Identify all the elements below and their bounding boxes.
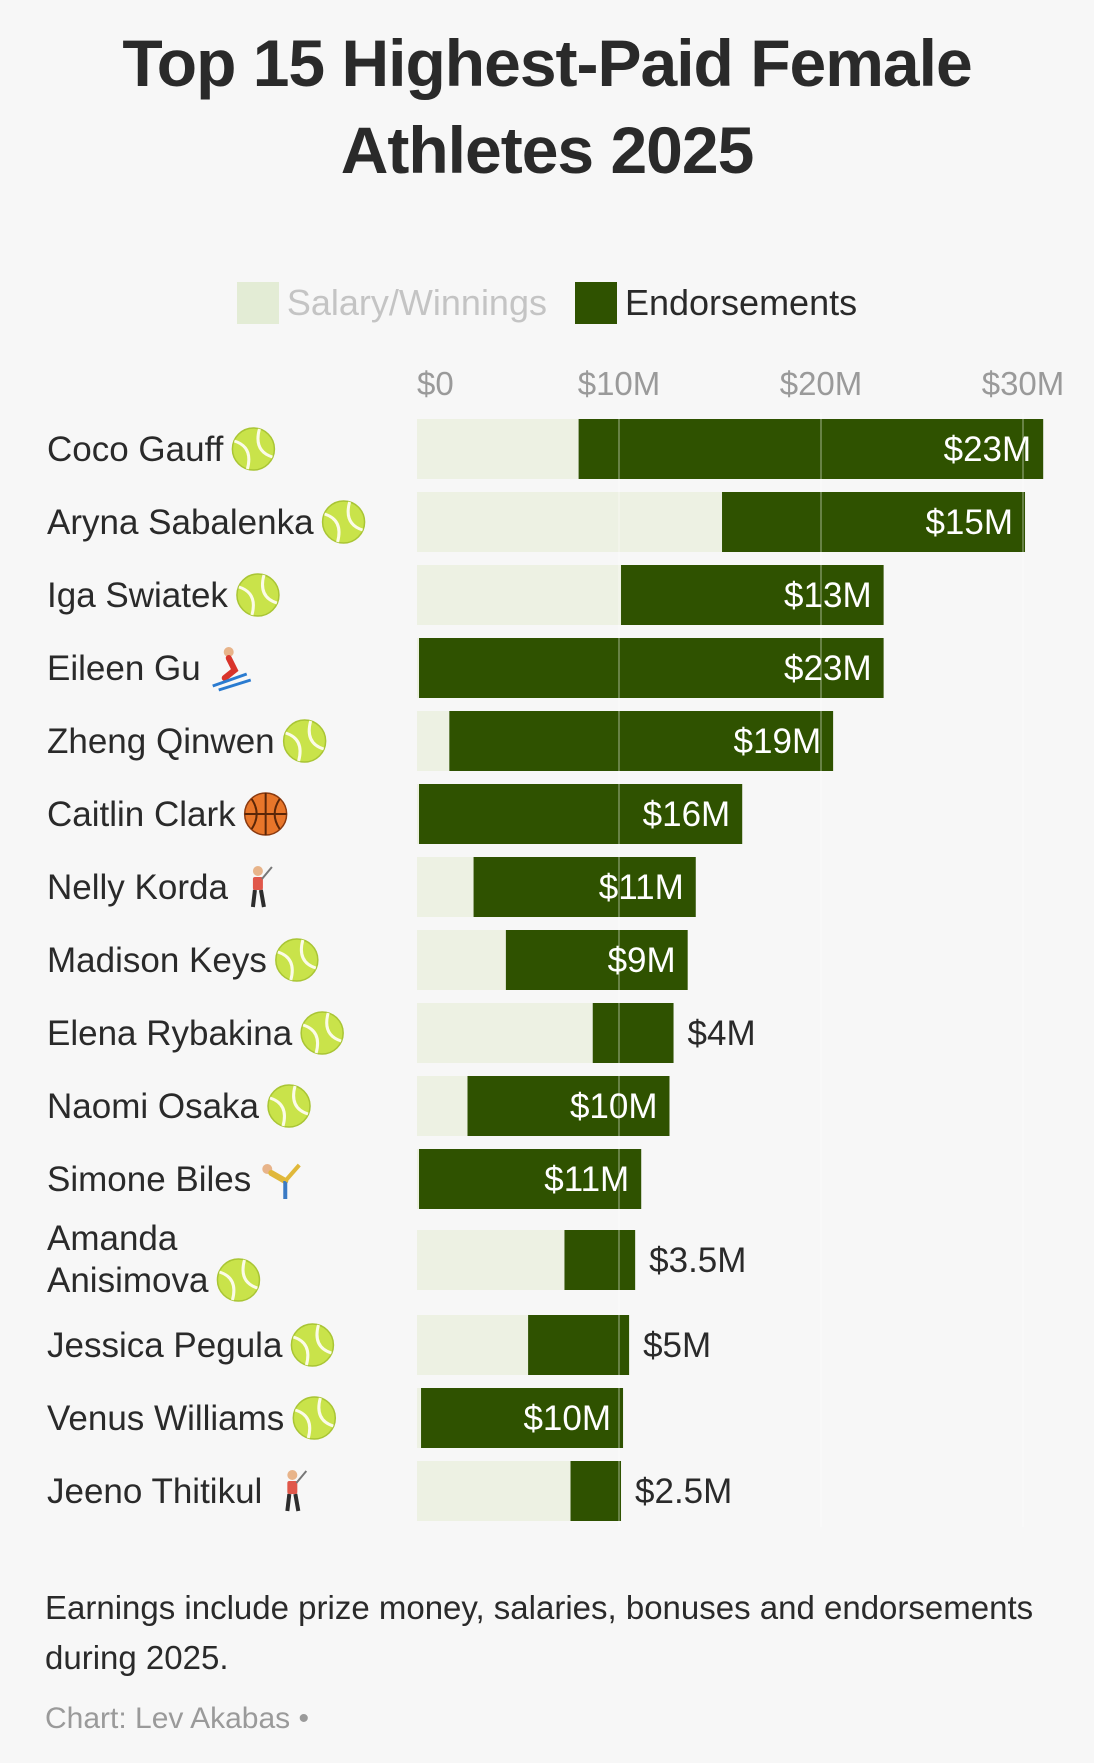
bar-chart: $0 $10M $20M $30M Coco Gauff $23M Aryna Sabale… [47,365,1065,1527]
category-label: Caitlin Clark [47,795,236,834]
data-label: $9M [608,941,676,980]
category-label: Iga Swiatek [47,576,228,615]
data-label: $3.5M [649,1241,746,1280]
data-label: $5M [643,1326,711,1365]
salary-bar [417,492,723,552]
tennis-ball-icon [236,573,280,617]
legend-swatch-endorsements [574,282,617,324]
tennis-ball-icon [275,938,319,982]
category-label: Zheng Qinwen [47,722,275,761]
data-label: $10M [523,1399,611,1438]
data-label: $11M [544,1160,629,1199]
salary-bar [417,638,420,698]
salary-bar [417,1230,565,1290]
salary-bar [417,565,622,625]
category-label: Madison Keys [47,941,267,980]
legend: Salary/Winnings Endorsements [0,278,1094,328]
endorsement-bar [592,1003,674,1063]
endorsement-bar [449,711,834,771]
category-label: Amanda [47,1219,178,1258]
category-label: Jeeno Thitikul [47,1472,262,1511]
endorsement-bar [621,565,884,625]
x-tick-label: $0 [417,365,454,402]
salary-bar [417,930,506,990]
data-label: $4M [688,1014,756,1053]
category-label: Nelly Korda [47,868,228,907]
category-label: Coco Gauff [47,430,224,469]
salary-bar [417,419,579,479]
endorsement-bar [722,492,1026,552]
data-label: $23M [784,649,872,688]
chart-title-line-2: Athletes 2025 [340,113,755,187]
skier-icon [212,647,252,692]
golfer-icon [285,1470,308,1512]
legend-swatch-salary [236,282,279,324]
tennis-ball-icon [231,427,276,471]
chart-title-line-1: Top 15 Highest-Paid Female [122,26,972,100]
endorsement-bar [564,1230,636,1290]
salary-bar [417,1388,422,1448]
category-label: Anisimova [47,1261,209,1300]
tennis-ball-icon [282,719,327,763]
legend-item-salary: Salary/Winnings [236,282,547,324]
endorsement-bar [570,1461,622,1521]
credit: Chart: Lev Akabas • [45,1702,309,1735]
x-tick-label: $20M [780,365,863,402]
tennis-ball-icon [292,1396,337,1440]
salary-bar [417,1076,468,1136]
data-label: $13M [784,576,872,615]
salary-bar [417,711,450,771]
data-label: $23M [944,430,1032,469]
data-label: $19M [734,722,822,761]
data-label: $10M [570,1087,658,1126]
data-label: $2.5M [635,1472,732,1511]
x-tick-label: $10M [578,365,661,402]
endorsement-bar [578,419,1044,479]
salary-bar [417,1149,420,1209]
endorsement-bar [421,1388,624,1448]
golfer-icon [250,866,273,908]
category-label: Naomi Osaka [47,1087,260,1126]
basketball-icon [243,792,288,836]
legend-label-endorsements: Endorsements [624,282,858,323]
salary-bar [417,1315,529,1375]
footnote: Earnings include prize money, salaries, … [45,1589,1034,1676]
tennis-ball-icon [216,1258,261,1302]
chart-title: Top 15 Highest-Paid Female Athletes 2025 [0,20,1094,194]
legend-label-salary: Salary/Winnings [286,282,547,323]
gymnast-icon [262,1163,301,1199]
endorsement-bar [419,784,743,844]
category-label: Venus Williams [47,1399,284,1438]
endorsement-bar [473,857,696,917]
category-label: Simone Biles [47,1160,251,1199]
legend-item-endorsements: Endorsements [574,282,858,324]
category-label: Aryna Sabalenka [47,503,314,542]
salary-bar [417,857,474,917]
category-label: Eileen Gu [47,649,201,688]
data-label: $16M [643,795,731,834]
salary-bar [417,1461,571,1521]
endorsement-bar [419,1149,642,1209]
x-tick-label: $30M [982,365,1065,402]
data-label: $15M [925,503,1013,542]
salary-bar [417,1003,593,1063]
category-label: Jessica Pegula [47,1326,283,1365]
category-label: Elena Rybakina [47,1014,293,1053]
salary-bar [417,784,420,844]
tennis-ball-icon [267,1084,311,1128]
tennis-ball-icon [300,1011,344,1055]
endorsement-bar [505,930,688,990]
tennis-ball-icon [290,1323,335,1367]
data-label: $11M [599,868,684,907]
tennis-ball-icon [321,500,366,544]
endorsement-bar [528,1315,630,1375]
endorsement-bar [419,638,884,698]
endorsement-bar [467,1076,670,1136]
